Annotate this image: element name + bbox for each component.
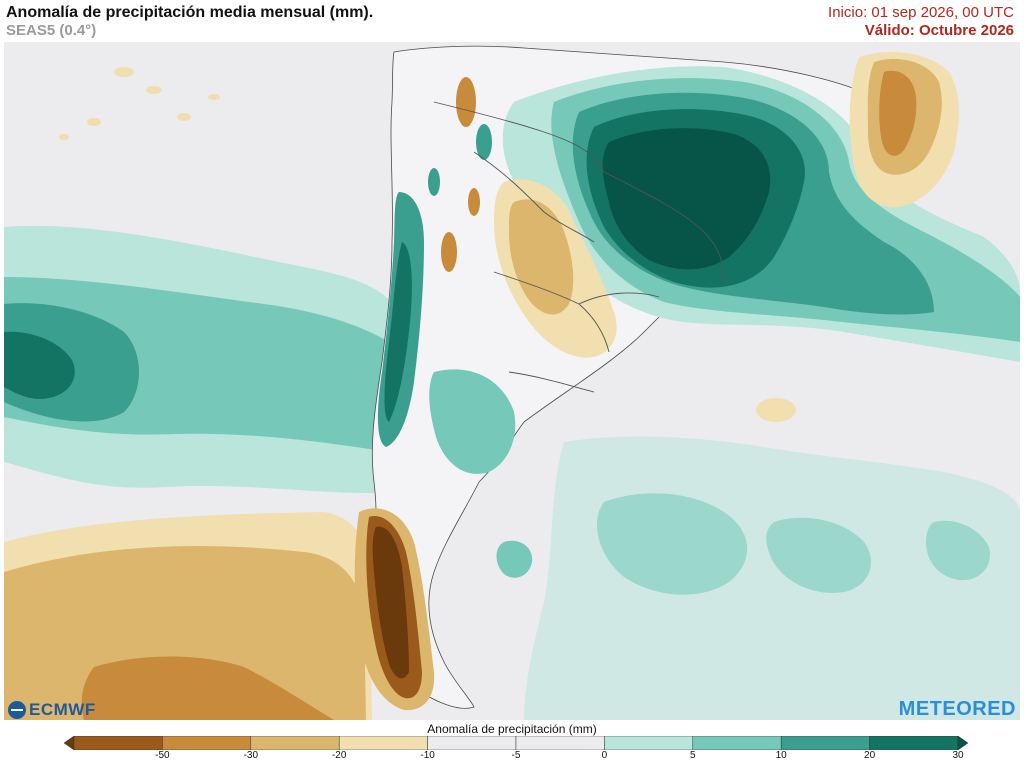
ne-brazil-dry-strong: [879, 70, 917, 156]
legend-tick-label: -20: [331, 750, 347, 761]
legend-tick-label: 10: [775, 750, 787, 761]
map-title: Anomalía de precipitación media mensual …: [6, 4, 374, 21]
atlantic-light-wet: [524, 436, 1020, 720]
andes-wet-patches: [428, 124, 492, 196]
patagonia-dry-strong: [372, 526, 409, 679]
chaco-dry-mid: [509, 199, 574, 315]
andes-dry-patches: [441, 77, 480, 272]
legend-tick-label: 0: [601, 750, 608, 761]
colorbar-max-arrow: [957, 736, 968, 750]
colorbar-segment: [427, 736, 517, 750]
pampa-wet: [429, 369, 516, 474]
map-canvas: [4, 42, 1020, 720]
chile-wet-core: [384, 242, 412, 422]
brazil-wet-peak: [602, 128, 771, 270]
precipitation-anomaly-map: [4, 42, 1020, 720]
atlantic-dry-patch: [756, 398, 796, 422]
country-borders: [433, 101, 725, 393]
colorbar-min-arrow: [64, 736, 75, 750]
colorbar-segment: [338, 736, 428, 750]
legend-ticks: -50-30-20-10-50510203050: [0, 750, 1024, 764]
colorbar-segment: [869, 736, 959, 750]
pacific-wet-core-dark: [4, 331, 75, 399]
colorbar-segment: [250, 736, 340, 750]
meteored-logo: METEORED: [898, 698, 1016, 720]
colorbar-segment: [515, 736, 605, 750]
ecmwf-globe-icon: [8, 701, 26, 719]
ecmwf-logo-text: ECMWF: [29, 700, 96, 719]
colorbar-segment: [73, 736, 163, 750]
colorbar-segment: [692, 736, 782, 750]
model-subtitle: SEAS5 (0.4°): [6, 22, 97, 39]
legend-tick-label: -10: [420, 750, 435, 761]
legend-tick-label: -50: [155, 750, 170, 761]
legend-tick-label: 30: [952, 750, 964, 761]
legend-tick-label: 5: [690, 750, 696, 761]
colorbar-segment: [162, 736, 252, 750]
valid-period: Válido: Octubre 2026: [864, 22, 1014, 39]
dry-speckles: [59, 67, 220, 140]
legend-title: Anomalía de precipitación (mm): [427, 722, 597, 736]
legend-colorbar: [64, 736, 968, 750]
legend-tick-label: 20: [864, 750, 876, 761]
legend-tick-label: -5: [511, 750, 521, 761]
ecmwf-logo: ECMWF: [8, 700, 96, 720]
colorbar-segment: [780, 736, 870, 750]
south-pacific-dry-strong: [81, 656, 334, 720]
colorbar-segment: [604, 736, 694, 750]
legend-tick-label: -30: [243, 750, 259, 761]
init-date: Inicio: 01 sep 2026, 00 UTC: [828, 4, 1014, 21]
